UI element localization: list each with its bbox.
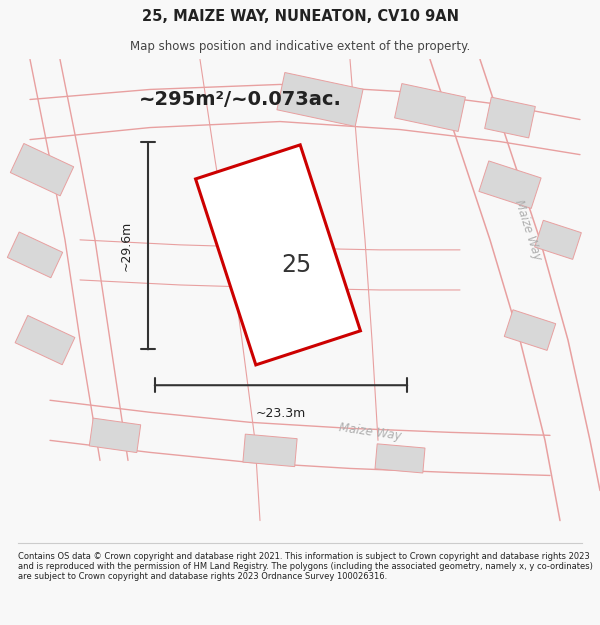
Polygon shape <box>243 434 297 467</box>
Text: 25, MAIZE WAY, NUNEATON, CV10 9AN: 25, MAIZE WAY, NUNEATON, CV10 9AN <box>142 9 458 24</box>
Text: Maize Way: Maize Way <box>338 421 402 443</box>
Polygon shape <box>15 316 75 365</box>
Polygon shape <box>535 220 581 259</box>
Polygon shape <box>10 144 74 196</box>
Polygon shape <box>485 97 535 138</box>
Text: Maize Way: Maize Way <box>512 198 544 262</box>
Polygon shape <box>196 145 361 365</box>
Text: Contains OS data © Crown copyright and database right 2021. This information is : Contains OS data © Crown copyright and d… <box>18 552 593 581</box>
Polygon shape <box>7 232 62 278</box>
Polygon shape <box>479 161 541 209</box>
Text: Map shows position and indicative extent of the property.: Map shows position and indicative extent… <box>130 40 470 52</box>
Polygon shape <box>277 72 363 126</box>
Polygon shape <box>89 418 141 452</box>
Text: ~23.3m: ~23.3m <box>256 407 306 420</box>
Polygon shape <box>375 444 425 473</box>
Text: ~295m²/~0.073ac.: ~295m²/~0.073ac. <box>139 90 341 109</box>
Text: ~29.6m: ~29.6m <box>119 221 133 271</box>
Polygon shape <box>395 84 466 131</box>
Polygon shape <box>504 310 556 351</box>
Text: 25: 25 <box>281 253 311 277</box>
